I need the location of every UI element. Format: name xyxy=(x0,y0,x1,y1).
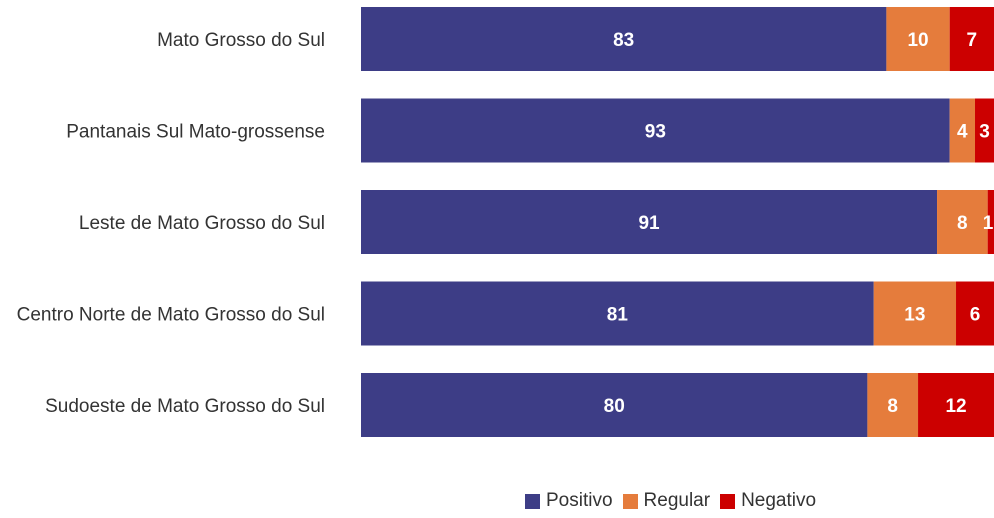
bar-segment-negativo xyxy=(918,373,994,437)
category-label: Mato Grosso do Sul xyxy=(157,30,325,51)
bar-segment-positivo xyxy=(361,281,874,346)
data-label: 8 xyxy=(887,396,898,417)
data-label: 93 xyxy=(645,122,666,143)
data-label: 10 xyxy=(907,30,928,51)
bar-segment-negativo xyxy=(949,7,994,71)
bar-segment-regular xyxy=(886,7,950,71)
data-label: 3 xyxy=(979,122,990,143)
bar-segment-positivo xyxy=(361,98,950,163)
legend-swatch xyxy=(525,493,540,509)
data-label: 8 xyxy=(957,213,968,234)
bar-row: Leste de Mato Grosso do Sul 91 8 1 xyxy=(79,190,994,254)
bar-segment-negativo xyxy=(975,98,994,163)
bar-row: Mato Grosso do Sul 83 10 7 xyxy=(157,7,994,71)
legend-item-negativo: Negativo xyxy=(720,490,816,512)
data-label: 13 xyxy=(904,305,925,326)
bar-segment-positivo xyxy=(361,373,868,437)
bar-segment-positivo xyxy=(361,7,887,71)
legend-item-positivo: Positivo xyxy=(525,490,613,512)
bar-segment-regular xyxy=(867,373,919,437)
data-label: 80 xyxy=(604,396,625,417)
bar-segment-negativo xyxy=(987,190,994,254)
legend-label: Positivo xyxy=(546,490,613,511)
legend-label: Negativo xyxy=(741,490,817,511)
data-label: 83 xyxy=(613,30,634,51)
legend-swatch xyxy=(622,493,638,509)
data-label: 91 xyxy=(638,213,660,234)
data-label: 1 xyxy=(983,213,994,234)
data-label: 81 xyxy=(607,305,629,326)
bar-segment-negativo xyxy=(956,281,994,346)
legend-item-regular: Regular xyxy=(622,490,711,512)
category-label: Leste de Mato Grosso do Sul xyxy=(79,213,325,234)
legend-swatch xyxy=(720,493,736,509)
data-label: 12 xyxy=(945,396,966,417)
category-label: Sudoeste de Mato Grosso do Sul xyxy=(45,396,325,417)
bar-row: Centro Norte de Mato Grosso do Sul 81 13 6 xyxy=(17,281,994,346)
legend: Positivo Regular Negativo xyxy=(0,490,994,518)
data-label: 7 xyxy=(967,30,978,51)
bar-segment-positivo xyxy=(361,190,938,254)
bar-segment-regular xyxy=(937,190,988,254)
bar-segment-regular xyxy=(873,281,957,346)
bar-segment-regular xyxy=(949,98,976,163)
category-label: Pantanais Sul Mato-grossense xyxy=(66,122,325,143)
category-label: Centro Norte de Mato Grosso do Sul xyxy=(17,305,325,326)
legend-label: Regular xyxy=(643,490,711,511)
data-label: 4 xyxy=(957,122,968,143)
bar-row: Pantanais Sul Mato-grossense 93 4 3 xyxy=(66,98,994,163)
data-label: 6 xyxy=(970,305,981,326)
bar-row: Sudoeste de Mato Grosso do Sul 80 8 12 xyxy=(45,373,994,437)
